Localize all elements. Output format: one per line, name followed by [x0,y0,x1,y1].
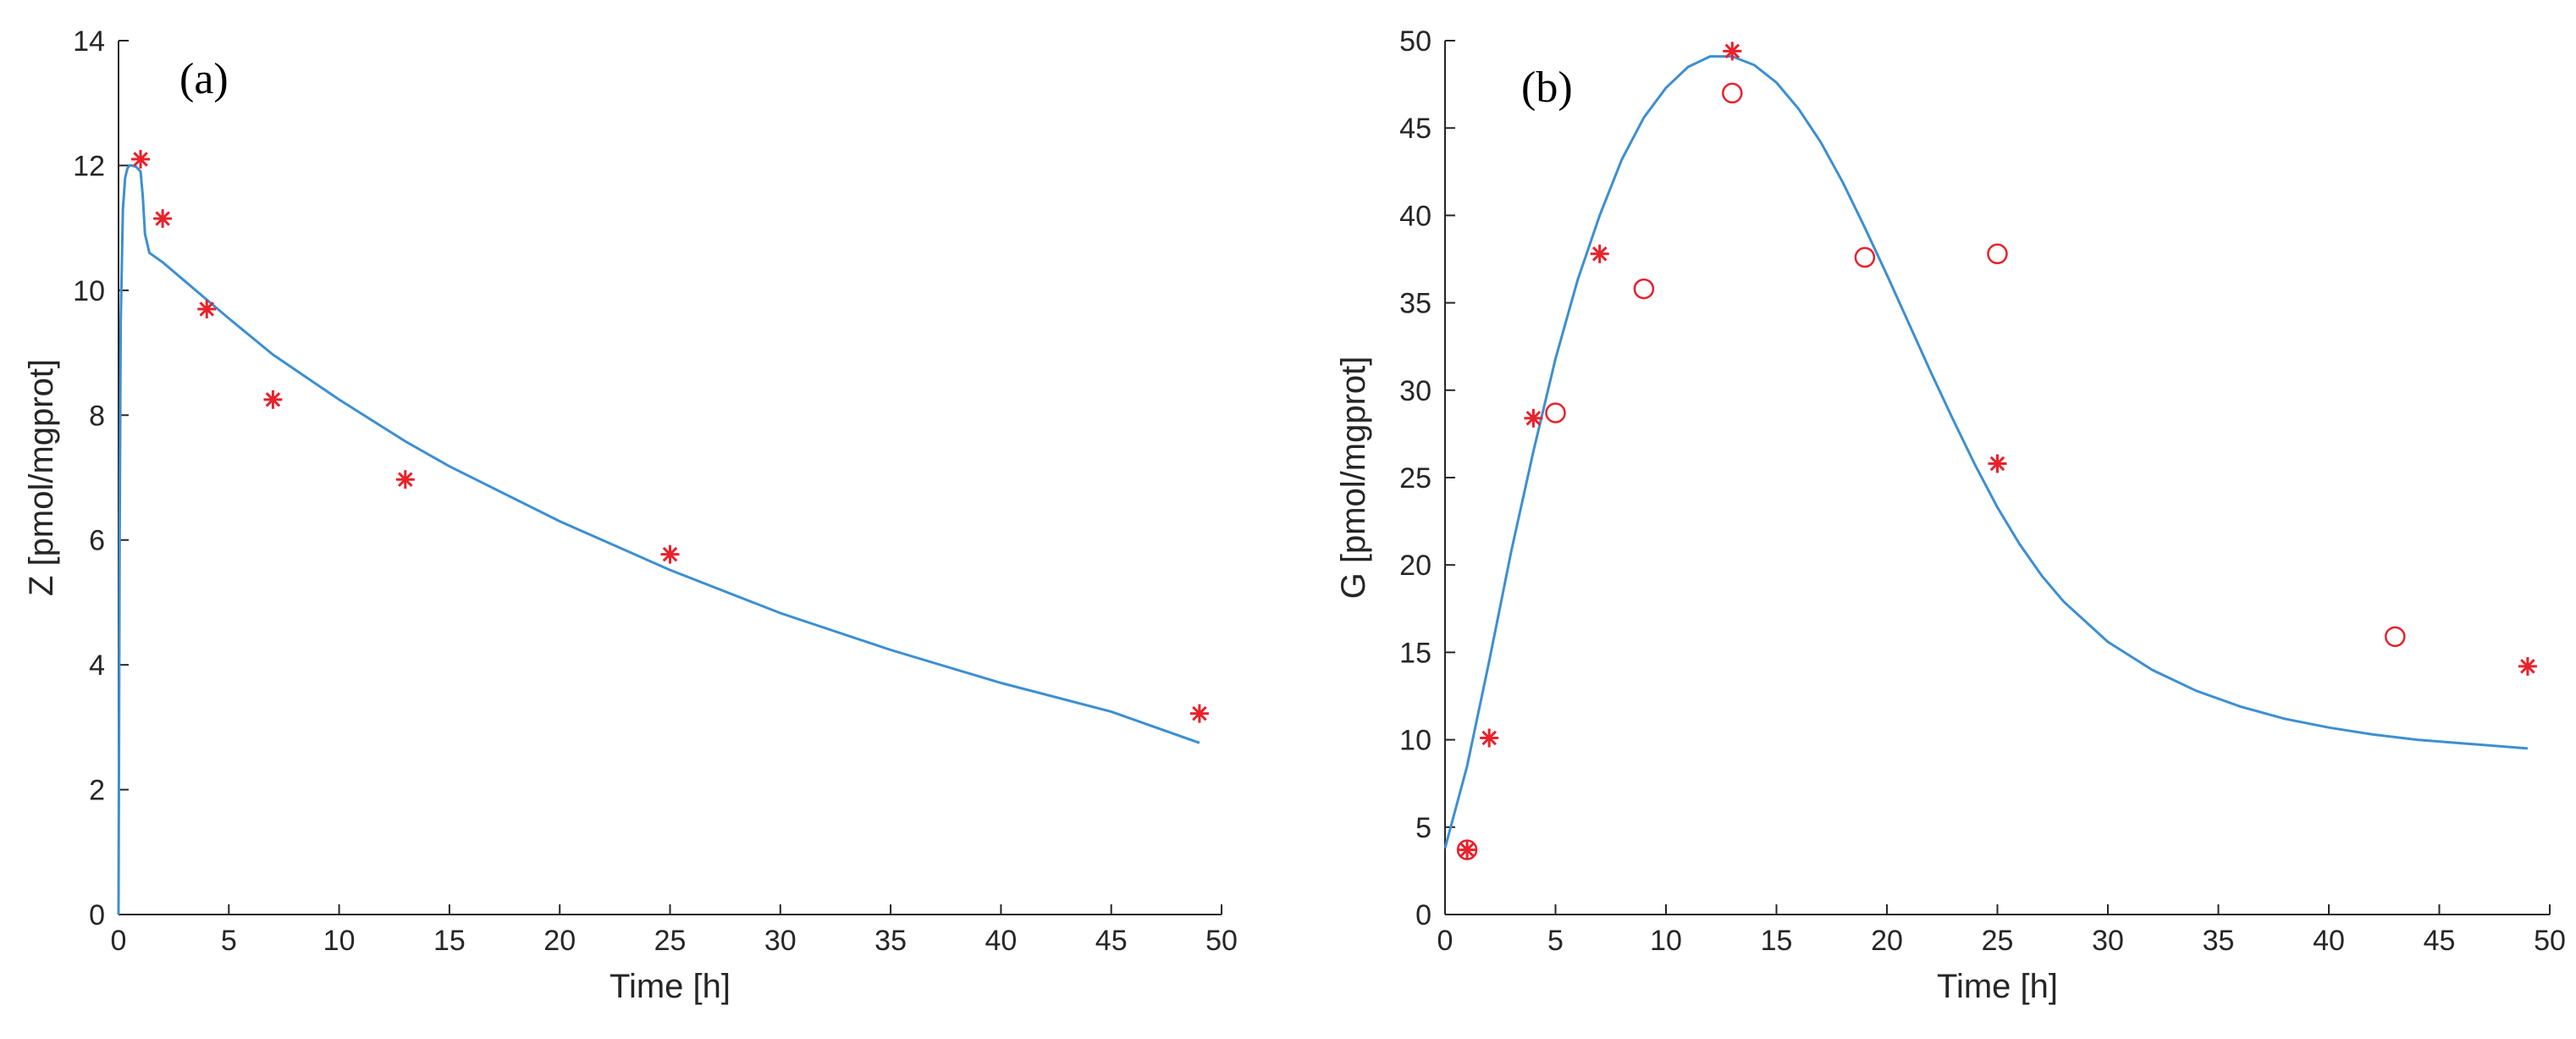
asterisk-stroke [133,152,148,167]
asterisk-stroke [398,472,413,487]
x-axis-label: Time [h] [1937,968,2058,1005]
y-tick-label: 4 [89,649,105,682]
y-tick-label: 40 [1399,200,1431,232]
y-tick-label: 2 [89,775,105,807]
panel-label: (b) [1521,64,1573,112]
asterisk-marker [1524,408,1543,428]
y-tick-label: 50 [1399,25,1431,58]
asterisk-stroke [662,546,678,562]
fit-curve [1443,55,2529,848]
y-tick-label: 0 [1415,899,1431,931]
y-tick-label: 0 [89,899,105,931]
circle-marker [1633,278,1655,300]
asterisk-marker [153,209,173,229]
y-tick-label: 8 [89,400,105,432]
x-tick-label: 5 [221,925,237,957]
asterisk-stroke [1459,842,1475,858]
x-tick-label: 40 [985,925,1017,957]
x-tick-label: 35 [874,925,907,957]
asterisk-marker [197,299,217,318]
circle-marker [2385,626,2406,648]
asterisk-marker [1590,244,1609,263]
circle-marker [1722,82,1743,104]
asterisk-stroke [2520,659,2535,674]
x-tick-label: 10 [323,925,356,957]
x-tick-label: 50 [2534,925,2566,957]
circle-marker [1456,839,1478,860]
x-tick-label: 20 [1871,925,1903,957]
y-tick-label: 12 [73,150,105,182]
asterisk-marker [1189,704,1209,723]
asterisk-marker [1480,728,1499,748]
y-tick-label: 30 [1399,375,1431,407]
y-tick-label: 6 [89,525,105,557]
y-tick-label: 20 [1399,550,1431,582]
x-tick-label: 0 [111,925,127,957]
x-tick-label: 30 [2092,925,2124,957]
circle-marker [1545,402,1566,423]
asterisk-marker [395,470,415,489]
x-tick-label: 35 [2203,925,2235,957]
x-tick-label: 5 [1547,925,1564,957]
panel-b: 0 5 10 15 20 25 30 35 40 45 50 0 5 10 15 20 25 30 35 40 45 50… [1335,25,2566,1005]
x-tick-label: 15 [433,925,466,957]
x-tick-label: 15 [1761,925,1793,957]
x-tick-label: 10 [1650,925,1682,957]
asterisk-marker [2518,656,2537,676]
y-tick-label: 45 [1399,113,1431,145]
y-tick-label: 10 [1399,725,1431,757]
x-tick-label: 0 [1437,925,1453,957]
panel-label: (a) [179,55,229,103]
asterisk-marker [1988,454,2007,473]
y-tick-label: 5 [1415,812,1431,844]
y-tick-label: 35 [1399,288,1431,320]
asterisk-stroke [1591,246,1608,262]
x-axis-label: Time [h] [610,968,731,1005]
y-tick-label: 25 [1399,462,1431,495]
y-axis-label: Z [pmol/mgprot] [23,359,60,596]
asterisk-stroke [265,392,281,407]
x-tick-label: 45 [2424,925,2456,957]
circle-marker [1854,246,1876,268]
asterisk-marker [131,150,151,169]
x-tick-label: 20 [543,925,576,957]
y-axis-label: G [pmol/mgprot] [1335,356,1372,600]
panel-a: 0 5 10 15 20 25 30 35 40 45 50 0 2 4 6 8 10 12 14 Time [h] Z… [23,25,1238,1005]
x-tick-label: 40 [2313,925,2345,957]
y-tick-label: 10 [73,275,105,307]
asterisk-marker [660,544,680,564]
asterisk-stroke [1481,730,1497,746]
asterisk-stroke [1989,456,2005,472]
asterisk-stroke [1525,411,1542,426]
asterisk-stroke [1724,43,1740,59]
fit-curve [117,163,1200,915]
asterisk-marker [263,390,283,409]
asterisk-stroke [155,211,170,226]
asterisk-marker [1458,840,1477,859]
asterisk-marker [1723,41,1742,61]
x-tick-label: 50 [1205,925,1238,957]
x-tick-label: 45 [1095,925,1128,957]
asterisk-stroke [1192,705,1207,721]
y-tick-label: 14 [73,25,105,58]
asterisk-stroke [199,301,215,317]
y-tick-label: 15 [1399,637,1431,669]
x-tick-label: 30 [764,925,797,957]
x-tick-label: 25 [1982,925,2014,957]
x-tick-label: 25 [654,925,687,957]
circle-marker [1987,243,2008,265]
